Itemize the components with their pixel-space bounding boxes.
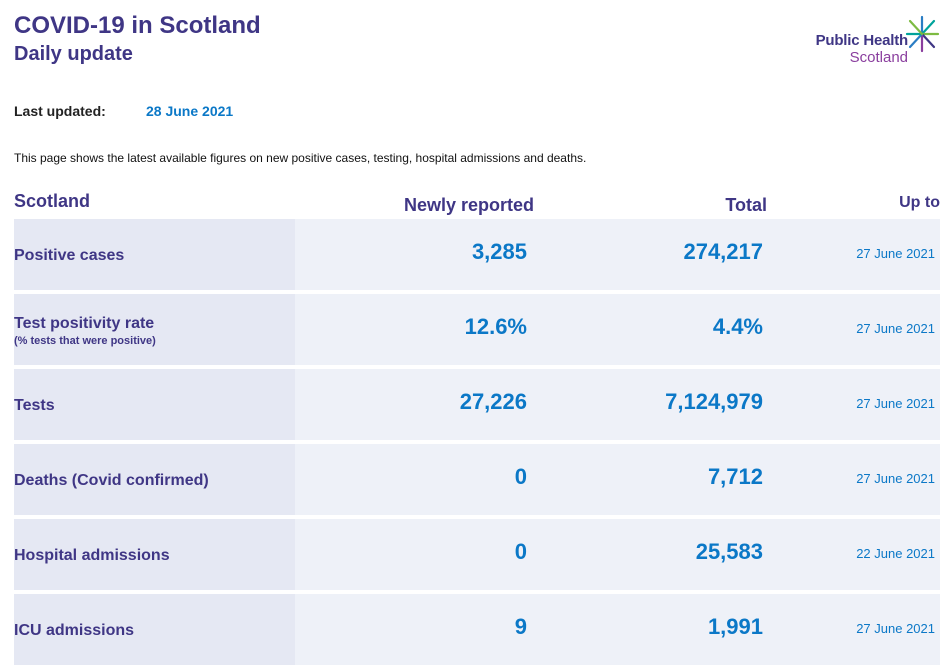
intro-text: This page shows the latest available fig… (14, 151, 587, 165)
row-up-to-date: 22 June 2021 (856, 546, 935, 561)
row-total: 1,991 (707, 614, 763, 639)
row-total: 7,124,979 (665, 389, 763, 414)
row-label: Hospital admissions (14, 547, 170, 564)
page-subtitle: Daily update (14, 43, 133, 65)
row-newly-reported: 9 (514, 614, 527, 639)
row-total: 274,217 (683, 239, 763, 264)
logo-text-scotland: Scotland (849, 49, 908, 66)
row-up-to-date: 27 June 2021 (856, 321, 935, 336)
row-newly-reported: 12.6% (464, 314, 527, 339)
row-label-cell (14, 369, 295, 440)
row-total: 25,583 (695, 539, 763, 564)
logo-text-public-health: Public Health (815, 32, 909, 49)
row-label: Positive cases (14, 247, 125, 264)
row-newly-reported: 27,226 (459, 389, 527, 414)
row-label-cell (14, 294, 295, 365)
row-total: 4.4% (712, 314, 763, 339)
table-row-positive-cases: Positive cases 3,285 274,217 27 June 202… (14, 219, 940, 290)
column-header-up-to: Up to (899, 194, 940, 211)
row-label-cell (14, 519, 295, 590)
row-label: Tests (14, 397, 55, 414)
row-newly-reported: 0 (514, 539, 527, 564)
row-label-cell (14, 594, 295, 665)
star-burst-icon (905, 15, 940, 53)
table-row-hospital-admissions: Hospital admissions 0 25,583 22 June 202… (14, 519, 940, 590)
column-header-newly-reported: Newly reported (403, 195, 534, 215)
row-sublabel: (% tests that were positive) (14, 335, 156, 347)
column-header-total: Total (725, 195, 767, 215)
table-row-deaths: Deaths (Covid confirmed) 0 7,712 27 June… (14, 444, 940, 515)
page-title: COVID-19 in Scotland (14, 12, 261, 39)
row-label: Test positivity rate (14, 315, 155, 332)
row-newly-reported: 0 (514, 464, 527, 489)
row-label-cell (14, 219, 295, 290)
row-label-cell (14, 444, 295, 515)
row-label: Deaths (Covid confirmed) (14, 472, 209, 489)
row-up-to-date: 27 June 2021 (856, 396, 935, 411)
row-up-to-date: 27 June 2021 (856, 471, 935, 486)
table-row-icu-admissions: ICU admissions 9 1,991 27 June 2021 (14, 594, 940, 665)
row-newly-reported: 3,285 (471, 239, 527, 264)
column-header-area: Scotland (14, 191, 91, 211)
public-health-scotland-logo: Public Health Scotland (800, 14, 940, 70)
last-updated-label: Last updated: (14, 103, 106, 119)
row-label: ICU admissions (14, 622, 135, 639)
row-total: 7,712 (707, 464, 763, 489)
row-up-to-date: 27 June 2021 (856, 246, 935, 261)
table-row-tests: Tests 27,226 7,124,979 27 June 2021 (14, 369, 940, 440)
table-row-test-positivity-rate: Test positivity rate (% tests that were … (14, 294, 940, 365)
row-up-to-date: 27 June 2021 (856, 621, 935, 636)
last-updated-date: 28 June 2021 (146, 103, 234, 119)
